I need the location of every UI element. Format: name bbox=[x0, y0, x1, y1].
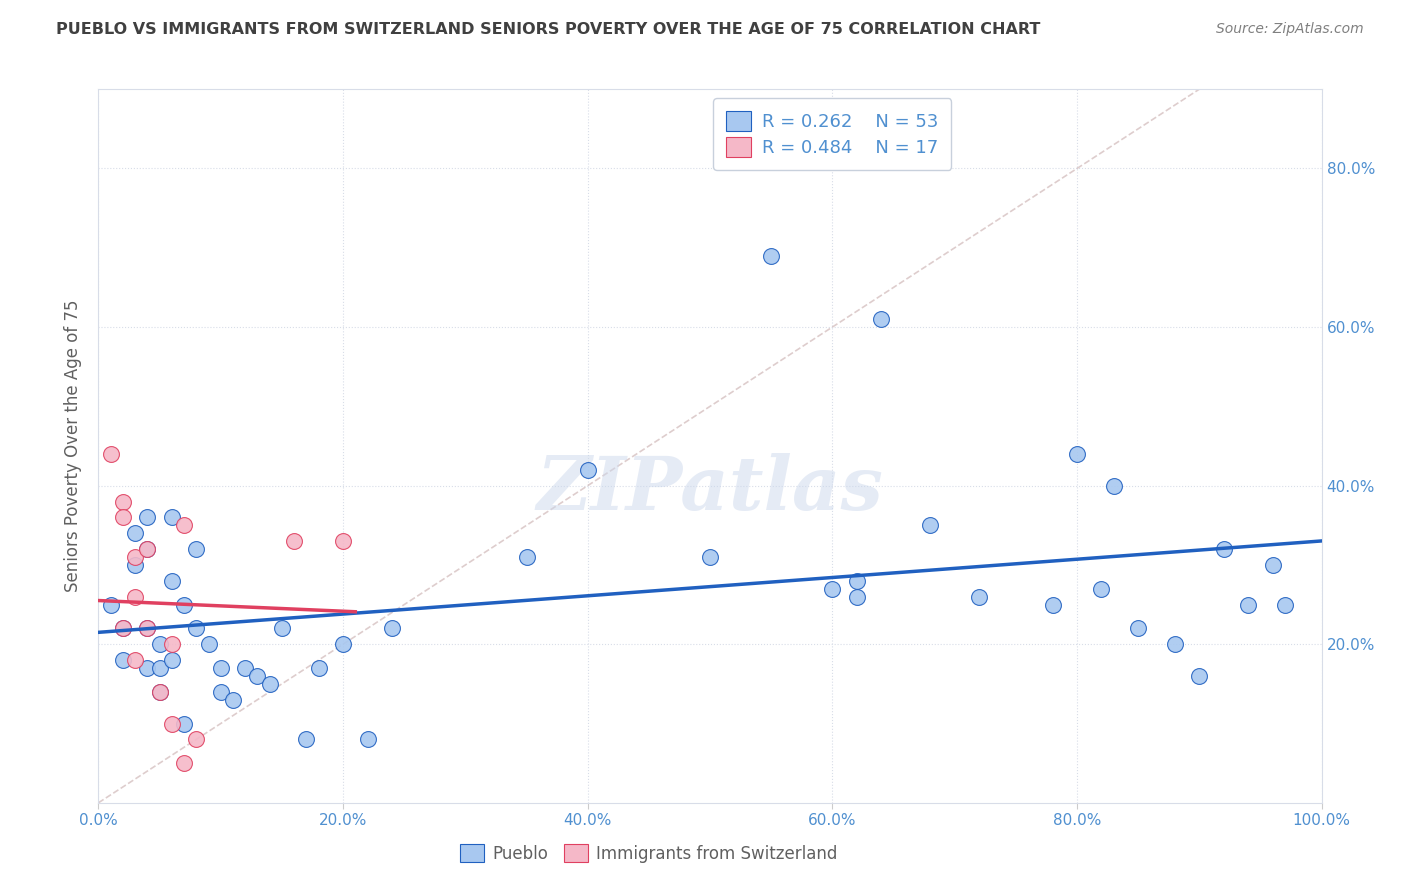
Point bbox=[124, 653, 146, 667]
Point bbox=[356, 732, 378, 747]
Point bbox=[845, 574, 868, 588]
Point bbox=[136, 621, 159, 635]
Point bbox=[821, 582, 844, 596]
Point bbox=[173, 598, 195, 612]
Point bbox=[186, 621, 208, 635]
Point bbox=[186, 542, 208, 557]
Point bbox=[1102, 478, 1125, 492]
Point bbox=[111, 494, 134, 508]
Point bbox=[160, 653, 183, 667]
Point bbox=[1212, 542, 1234, 557]
Point bbox=[270, 621, 294, 635]
Point bbox=[295, 732, 318, 747]
Point bbox=[124, 526, 146, 541]
Point bbox=[136, 510, 159, 524]
Point bbox=[209, 685, 232, 699]
Point bbox=[136, 542, 159, 557]
Point bbox=[209, 661, 232, 675]
Point bbox=[1090, 582, 1112, 596]
Point bbox=[1066, 447, 1088, 461]
Point bbox=[381, 621, 404, 635]
Point bbox=[173, 716, 195, 731]
Point bbox=[1042, 598, 1064, 612]
Legend: Pueblo, Immigrants from Switzerland: Pueblo, Immigrants from Switzerland bbox=[450, 834, 848, 873]
Point bbox=[124, 549, 146, 564]
Point bbox=[100, 598, 122, 612]
Point bbox=[308, 661, 330, 675]
Point bbox=[870, 312, 893, 326]
Point bbox=[1164, 637, 1187, 651]
Point bbox=[160, 510, 183, 524]
Point bbox=[259, 677, 281, 691]
Point bbox=[149, 685, 172, 699]
Point bbox=[332, 534, 354, 549]
Point bbox=[1274, 598, 1296, 612]
Point bbox=[197, 637, 219, 651]
Point bbox=[124, 558, 146, 572]
Point bbox=[576, 463, 599, 477]
Point bbox=[136, 621, 159, 635]
Point bbox=[149, 685, 172, 699]
Point bbox=[515, 549, 537, 564]
Point bbox=[1128, 621, 1150, 635]
Point bbox=[111, 621, 134, 635]
Point bbox=[111, 510, 134, 524]
Point bbox=[136, 661, 159, 675]
Y-axis label: Seniors Poverty Over the Age of 75: Seniors Poverty Over the Age of 75 bbox=[65, 300, 83, 592]
Text: PUEBLO VS IMMIGRANTS FROM SWITZERLAND SENIORS POVERTY OVER THE AGE OF 75 CORRELA: PUEBLO VS IMMIGRANTS FROM SWITZERLAND SE… bbox=[56, 22, 1040, 37]
Point bbox=[246, 669, 269, 683]
Text: Source: ZipAtlas.com: Source: ZipAtlas.com bbox=[1216, 22, 1364, 37]
Point bbox=[173, 756, 195, 771]
Point bbox=[186, 732, 208, 747]
Point bbox=[920, 518, 942, 533]
Point bbox=[332, 637, 354, 651]
Point bbox=[845, 590, 868, 604]
Point bbox=[136, 542, 159, 557]
Point bbox=[149, 637, 172, 651]
Point bbox=[149, 661, 172, 675]
Point bbox=[283, 534, 305, 549]
Point bbox=[1188, 669, 1211, 683]
Point bbox=[160, 574, 183, 588]
Point bbox=[1261, 558, 1284, 572]
Point bbox=[761, 249, 783, 263]
Point bbox=[100, 447, 122, 461]
Point bbox=[124, 590, 146, 604]
Point bbox=[233, 661, 256, 675]
Text: ZIPatlas: ZIPatlas bbox=[537, 452, 883, 525]
Point bbox=[1237, 598, 1260, 612]
Point bbox=[222, 692, 245, 706]
Point bbox=[160, 716, 183, 731]
Point bbox=[111, 621, 134, 635]
Point bbox=[160, 637, 183, 651]
Point bbox=[111, 653, 134, 667]
Point bbox=[173, 518, 195, 533]
Point bbox=[967, 590, 990, 604]
Point bbox=[699, 549, 721, 564]
